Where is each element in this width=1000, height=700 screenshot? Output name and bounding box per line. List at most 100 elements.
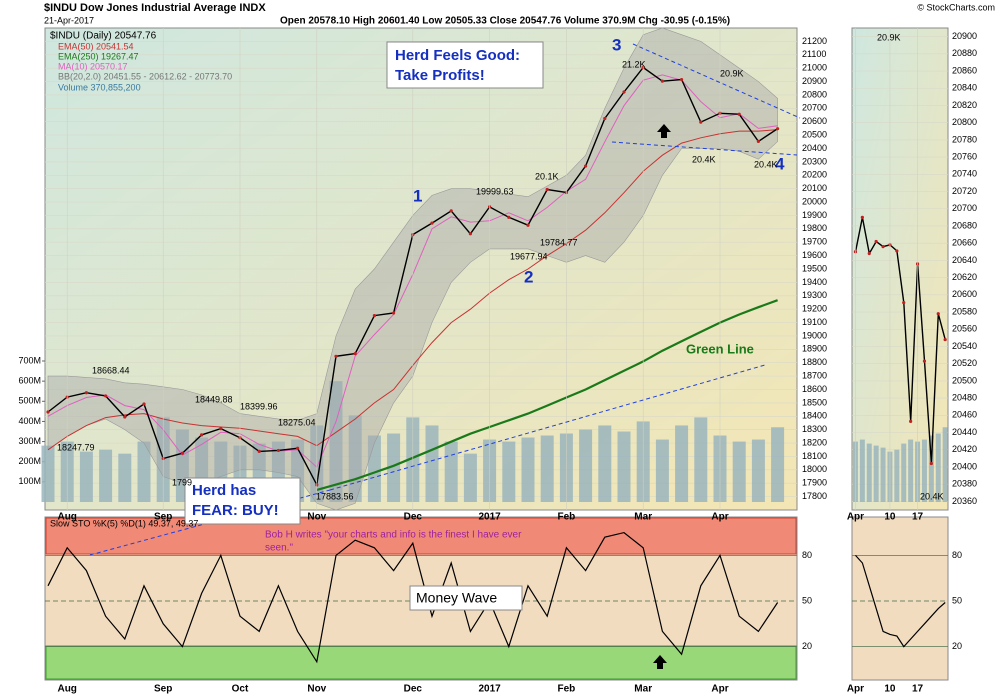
price-point — [84, 391, 88, 395]
price-point — [468, 232, 472, 236]
x-tick-label: Sep — [154, 684, 172, 695]
legend-entry: BB(20,2.0) 20451.55 - 20612.62 - 20773.7… — [58, 71, 232, 81]
x-tick-label: Apr — [711, 684, 728, 695]
x-tick-label: Dec — [404, 684, 423, 695]
y-tick-label: 20720 — [952, 186, 977, 196]
annotation: Money Wave — [416, 590, 497, 606]
volume-bar — [655, 439, 669, 502]
price-point — [936, 312, 940, 316]
y-tick-label: 18200 — [802, 437, 827, 447]
volume-bar — [425, 425, 439, 502]
price-note: 17883.56 — [316, 491, 354, 501]
oscillator-line — [855, 554, 946, 648]
y-tick-label: 20500 — [802, 129, 827, 139]
price-point — [46, 410, 50, 414]
volume-tick-label: 200M — [18, 456, 41, 466]
price-note: 18399.96 — [240, 401, 278, 411]
quote: Open 20578.10 High 20601.40 Low 20505.33… — [280, 16, 730, 27]
annotation: seen." — [265, 543, 293, 554]
y-tick-label: 18800 — [802, 357, 827, 367]
y-tick-label: 20460 — [952, 410, 977, 420]
y-tick-label: 17800 — [802, 491, 827, 501]
volume-bar — [387, 433, 401, 502]
y-tick-label: 18000 — [802, 464, 827, 474]
price-note: 20.4K — [754, 159, 778, 169]
price-point — [430, 221, 434, 225]
volume-bar — [598, 425, 612, 502]
price-note: 20.9K — [877, 32, 901, 42]
volume-bar — [771, 427, 785, 502]
price-point — [699, 120, 703, 124]
price-point — [756, 139, 761, 144]
indicator-line — [316, 299, 778, 491]
volume-bar — [367, 435, 381, 502]
price-point — [881, 245, 885, 249]
trend-line — [329, 364, 766, 491]
price-note: 18668.44 — [92, 365, 130, 375]
volume-bar — [99, 449, 113, 502]
credit: © StockCharts.com — [917, 2, 995, 12]
volume-bar — [463, 453, 477, 502]
wave-label: 4 — [775, 154, 785, 173]
y-tick-label: 19300 — [802, 290, 827, 300]
plot: 17800 17900 18000 18100 18200 18300 18400 18500… — [18, 27, 977, 695]
volume-bar — [928, 435, 934, 502]
y-tick-label: 20480 — [952, 392, 977, 402]
volume-bar — [866, 443, 872, 502]
y-tick-label: 18300 — [802, 424, 827, 434]
y-tick-label: 21200 — [802, 36, 827, 46]
volume-bar — [579, 429, 593, 502]
price-note: 18275.04 — [278, 417, 316, 427]
y-tick-label: 18700 — [802, 370, 827, 380]
x-tick-label: Sep — [154, 512, 172, 523]
y-tick-label: 20300 — [802, 156, 827, 166]
y-tick-label: 20100 — [802, 183, 827, 193]
price-note: 21.2K — [622, 59, 646, 69]
x-tick-label: Nov — [307, 684, 326, 695]
y-tick-label: 20400 — [952, 461, 977, 471]
annotation: Herd has — [192, 482, 256, 499]
y-tick-label: 18400 — [802, 411, 827, 421]
y-tick-label: 20380 — [952, 479, 977, 489]
volume-tick-label: 100M — [18, 476, 41, 486]
volume-bar — [502, 441, 516, 502]
y-tick-label: 20620 — [952, 272, 977, 282]
y-tick-label: 20200 — [802, 170, 827, 180]
volume-tick-label: 400M — [18, 416, 41, 426]
volume-bar — [675, 425, 689, 502]
y-tick-label: 20360 — [952, 496, 977, 506]
y-tick-label: 20 — [802, 641, 812, 651]
x-tick-label: Aug — [57, 512, 76, 523]
price-point — [353, 352, 357, 356]
x-tick-label: 17 — [912, 512, 924, 523]
y-tick-label: 17900 — [802, 478, 827, 488]
y-tick-label: 21000 — [802, 63, 827, 73]
y-tick-label: 80 — [952, 550, 962, 560]
y-tick-label: 20900 — [802, 76, 827, 86]
price-point — [776, 127, 780, 131]
volume-bar — [732, 441, 746, 502]
y-tick-label: 20800 — [802, 89, 827, 99]
price-point — [449, 209, 453, 213]
volume-bar — [935, 433, 941, 502]
price-point — [334, 354, 338, 358]
y-tick-label: 20860 — [952, 65, 977, 75]
price-point — [603, 116, 607, 121]
y-tick-label: 20 — [952, 641, 962, 651]
price-point — [123, 415, 127, 419]
oversold-zone — [45, 645, 797, 680]
price-line — [854, 217, 946, 464]
price-point — [922, 359, 927, 363]
price-note: 18247.79 — [57, 442, 95, 452]
price-point — [219, 426, 223, 431]
volume-bar — [617, 431, 631, 502]
y-tick-label: 20880 — [952, 48, 977, 58]
y-tick-label: 20900 — [952, 31, 977, 41]
price-point — [680, 77, 684, 82]
y-tick-label: 20580 — [952, 306, 977, 316]
legend-entry: $INDU (Daily) 20547.76 — [50, 31, 157, 42]
volume-bar — [79, 451, 93, 502]
wave-label: 3 — [612, 35, 621, 54]
arrow — [653, 655, 667, 669]
y-tick-label: 80 — [802, 550, 812, 560]
